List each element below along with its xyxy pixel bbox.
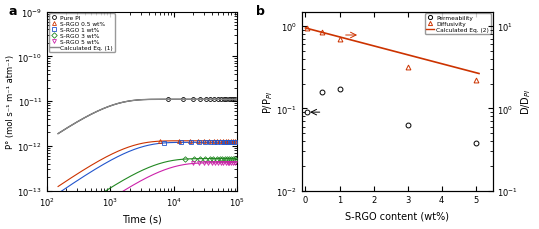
Text: b: b (257, 5, 265, 18)
Legend: Permeability, Diffusivity, Calculated Eq. (2): Permeability, Diffusivity, Calculated Eq… (425, 14, 491, 35)
Legend: Pure PI, S-RGO 0.5 wt%, S-RGO 1 wt%, S-RGO 3 wt%, S-RGO 5 wt%, Calculated Eq. (1: Pure PI, S-RGO 0.5 wt%, S-RGO 1 wt%, S-R… (49, 14, 115, 52)
Y-axis label: P° (mol s⁻¹ m⁻¹ atm⁻¹): P° (mol s⁻¹ m⁻¹ atm⁻¹) (5, 55, 15, 149)
X-axis label: S-RGO content (wt%): S-RGO content (wt%) (345, 210, 450, 220)
X-axis label: Time (s): Time (s) (122, 213, 162, 224)
Y-axis label: P/P$_{PI}$: P/P$_{PI}$ (261, 90, 275, 113)
Text: a: a (9, 5, 17, 18)
Y-axis label: D/D$_{PI}$: D/D$_{PI}$ (520, 89, 534, 115)
